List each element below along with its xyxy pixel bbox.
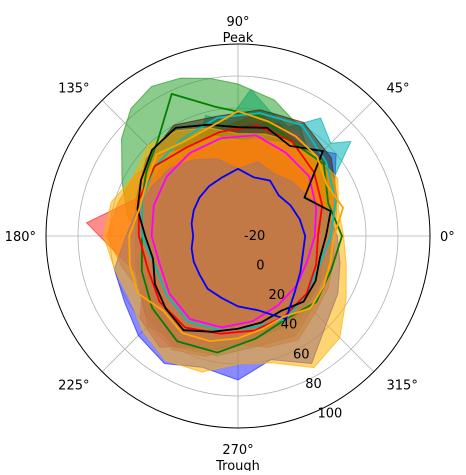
- series-layer: [85, 77, 352, 381]
- r-tick-label: 40: [281, 318, 298, 333]
- theta-tick-label: 270°: [222, 443, 253, 458]
- annotation-peak: Peak: [223, 31, 254, 46]
- series-line-13: [150, 134, 318, 329]
- theta-tick-label: 225°: [58, 379, 89, 394]
- polar-frame: [45, 43, 431, 429]
- theta-tick-label: 0°: [440, 230, 455, 245]
- theta-tick-label: 180°: [5, 230, 36, 245]
- axis-layer: -20 0 20 40 60 80 100 0° 45° 90° 135° 180° 225° 270° 3…: [5, 15, 455, 474]
- theta-tick-label: 315°: [387, 379, 418, 394]
- series-line-16: [128, 110, 345, 343]
- series-line-14: [136, 123, 332, 333]
- series-line-15: [190, 167, 307, 321]
- theta-tick-label: 90°: [226, 15, 249, 30]
- r-tick-label: 60: [293, 347, 310, 362]
- r-tick-label: 20: [269, 288, 286, 303]
- r-tick-label: 80: [305, 377, 322, 392]
- theta-tick-label: 135°: [58, 82, 89, 97]
- r-tick-label: -20: [244, 229, 265, 244]
- r-tick-label: 0: [256, 259, 264, 274]
- r-tick-label: 100: [318, 406, 343, 421]
- theta-tick-label: 45°: [387, 82, 410, 97]
- annotation-trough: Trough: [215, 459, 260, 471]
